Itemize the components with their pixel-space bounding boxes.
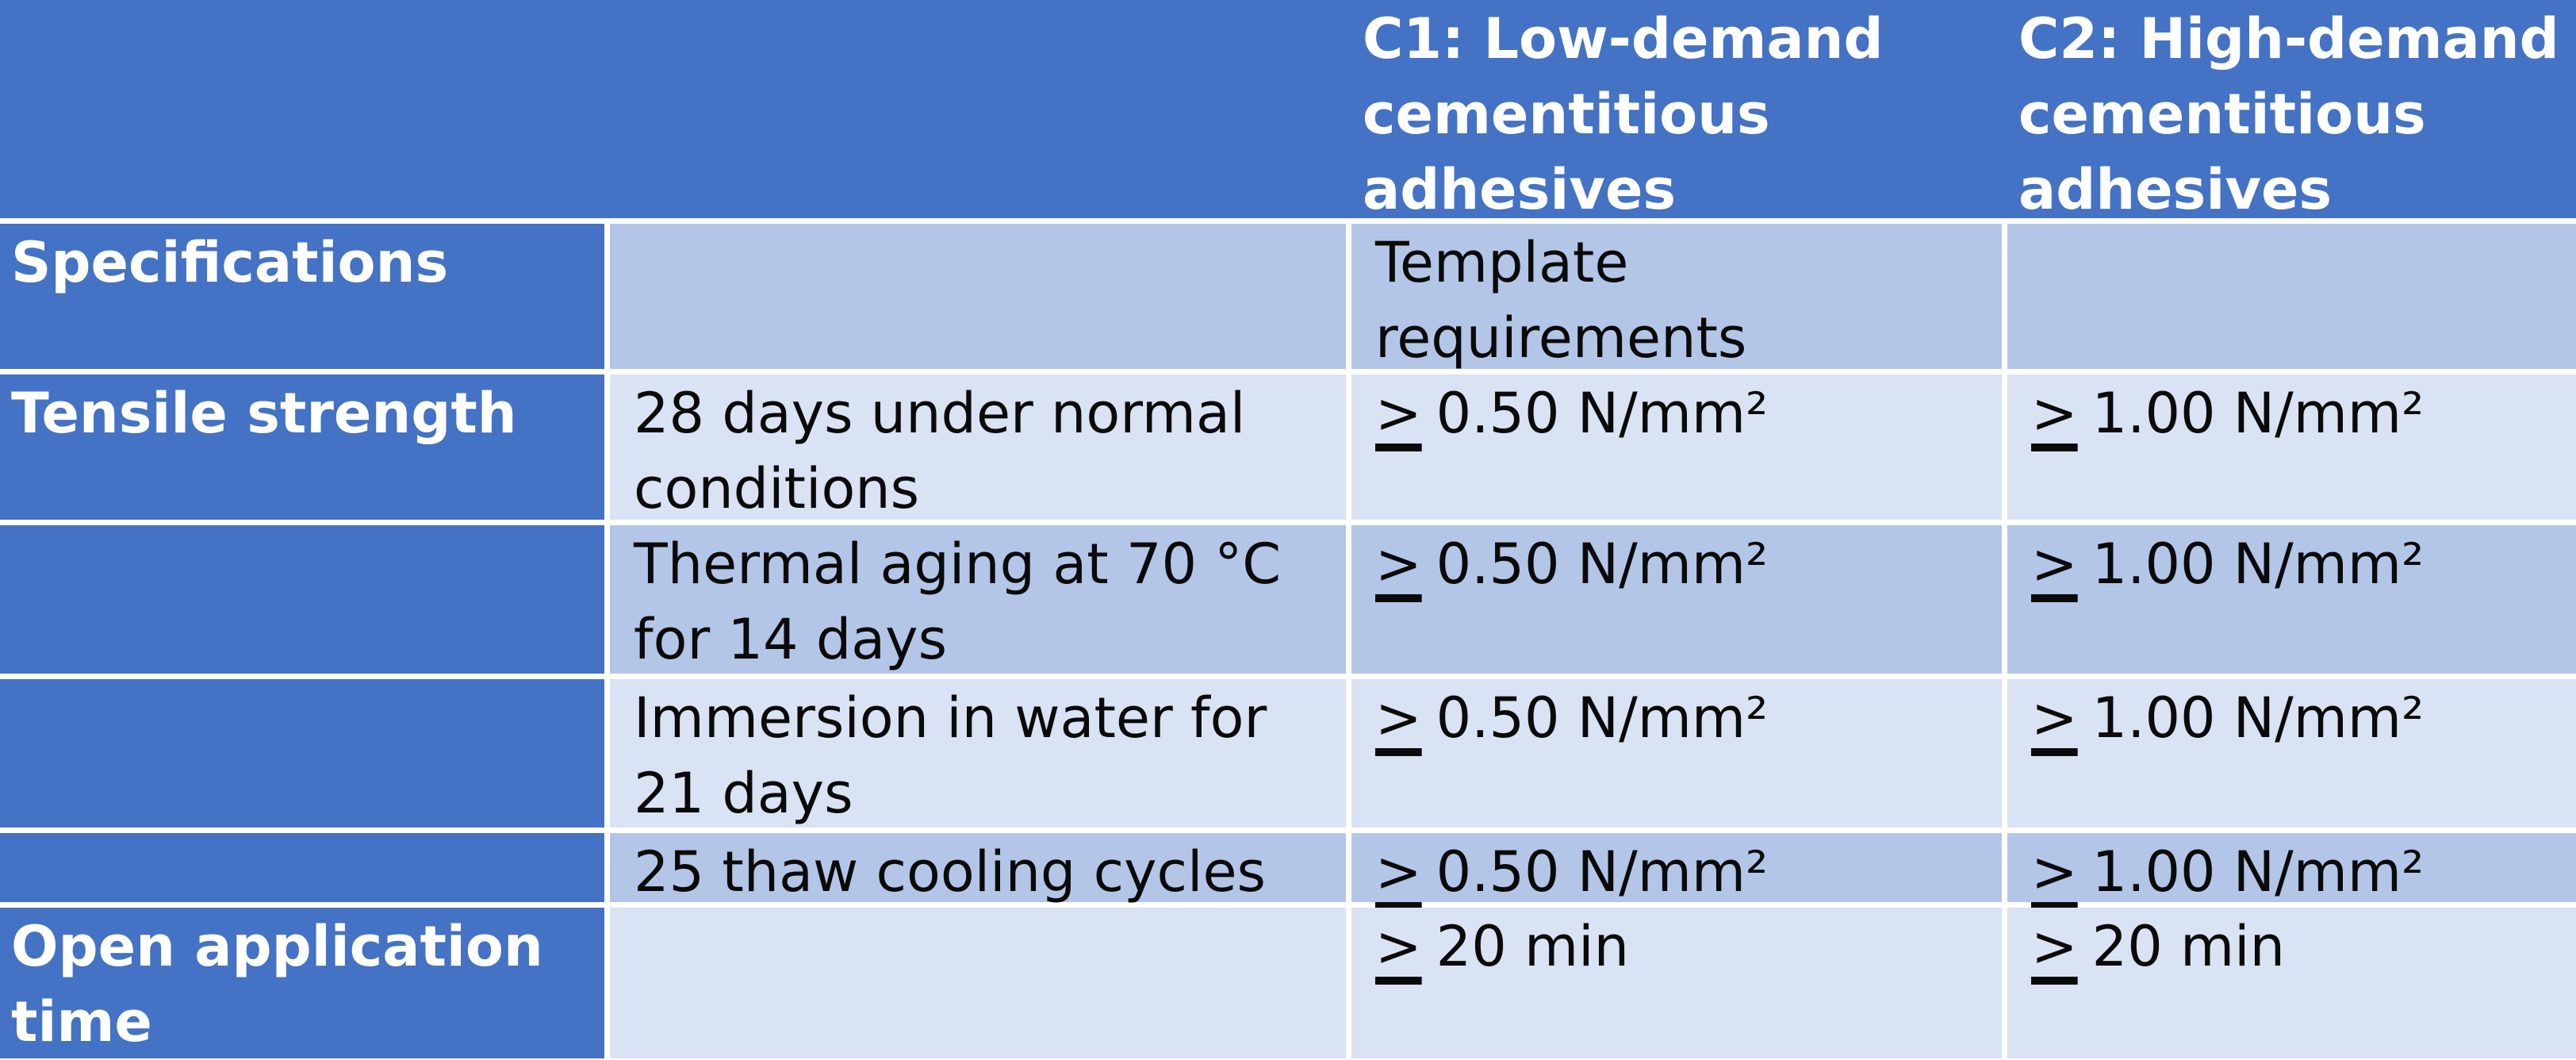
row-label-empty [0,679,604,828]
geq-symbol: > [2031,381,2078,446]
header-cell-c2-high-demand: C2: High-demand cementitious adhesives [2018,6,2559,218]
c1-value: 20 min [1436,914,1629,979]
geq-symbol: > [1375,914,1422,979]
c1-value: Template requirements [1375,230,1747,371]
c1-value: 0.50 N/mm² [1436,686,1769,751]
condition-cell: Thermal aging at 70 °C for 14 days [610,525,1346,674]
row-label-tensile-strength: Tensile strength [0,374,604,520]
condition-cell: 25 thaw cooling cycles [610,833,1346,904]
c2-value: 1.00 N/mm² [2091,532,2425,597]
c2-value-cell: >1.00 N/mm² [2007,525,2576,674]
row-label-open-application-time: Open application time [0,908,604,1058]
geq-symbol: > [2031,532,2078,597]
c1-value: 0.50 N/mm² [1436,532,1769,597]
geq-symbol: > [2031,686,2078,751]
c2-value-cell: >20 min [2007,908,2576,1058]
geq-symbol: > [2031,914,2078,979]
geq-symbol: > [2031,839,2078,904]
c2-value: 1.00 N/mm² [2091,839,2425,904]
c2-value: 1.00 N/mm² [2091,686,2425,751]
table-header-row: C1: Low-demand cementitious adhesives C2… [0,0,2576,218]
row-label-empty [0,833,604,902]
c2-value: 20 min [2091,914,2285,979]
c2-value-cell [2007,224,2576,369]
c1-value: 0.50 N/mm² [1436,839,1769,904]
c1-value-cell: >0.50 N/mm² [1351,525,2002,674]
condition-cell [610,908,1346,1058]
condition-cell [610,224,1346,369]
c2-value-cell: >1.00 N/mm² [2007,374,2576,520]
c1-value-cell: >0.50 N/mm² [1351,374,2002,520]
header-cell-c1-low-demand: C1: Low-demand cementitious adhesives [1363,6,1884,218]
c1-value-cell: >20 min [1351,908,2002,1058]
geq-symbol: > [1375,839,1422,904]
c1-value: 0.50 N/mm² [1436,381,1769,446]
c1-value-cell: >0.50 N/mm² [1351,833,2002,904]
c2-value: 1.00 N/mm² [2091,381,2425,446]
header-cell-empty-1 [0,0,610,218]
c2-value-cell: >1.00 N/mm² [2007,679,2576,828]
c2-value-cell: >1.00 N/mm² [2007,833,2576,904]
c1-value-cell: >0.50 N/mm² [1351,679,2002,828]
condition-cell: Immersion in water for 21 days [610,679,1346,828]
header-cell-empty-2 [610,0,1351,218]
geq-symbol: > [1375,686,1422,751]
row-label-specifications: Specifications [0,224,604,369]
c1-value-cell: Template requirements [1351,224,2002,371]
geq-symbol: > [1375,532,1422,597]
row-label-empty [0,525,604,674]
geq-symbol: > [1375,381,1422,446]
condition-cell: 28 days under normal conditions [610,374,1346,521]
